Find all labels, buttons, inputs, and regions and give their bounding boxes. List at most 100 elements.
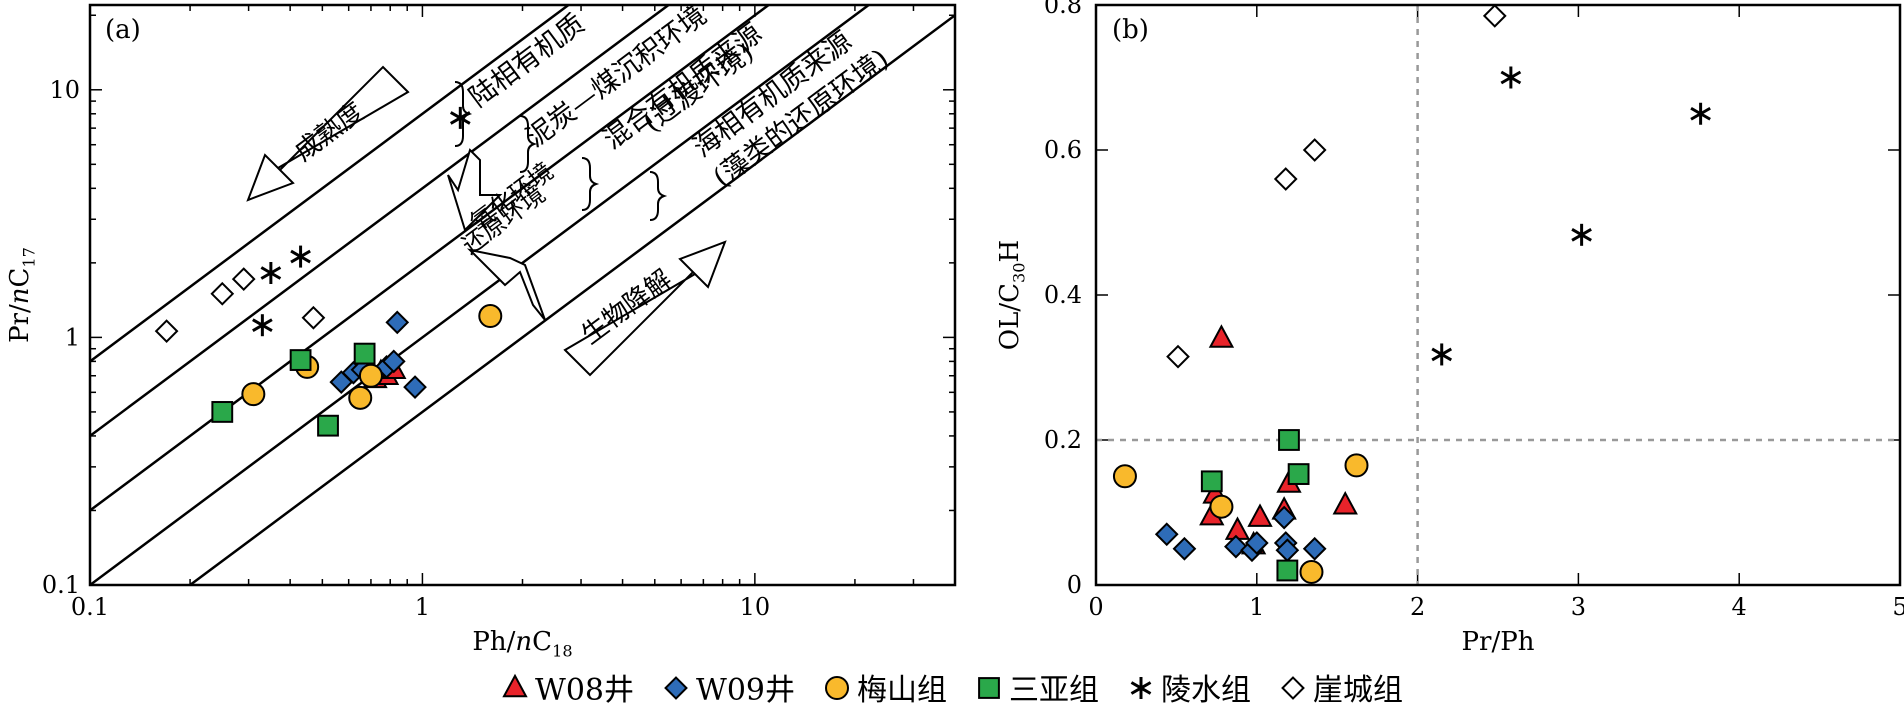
boundary-line <box>90 5 771 513</box>
x-tick-label: 3 <box>1571 593 1586 621</box>
data-point <box>290 245 311 268</box>
plot-frame <box>88 3 957 587</box>
arrow-oxidation <box>447 148 503 232</box>
legend-marker <box>825 676 850 700</box>
legend-marker <box>978 677 1000 699</box>
plot-frame <box>1094 3 1902 587</box>
data-point <box>348 385 373 410</box>
y-tick-label: 0.1 <box>42 571 80 599</box>
series-diamond-open <box>1166 4 1507 369</box>
y-tick-label: 0.4 <box>1044 281 1082 309</box>
data-point <box>1224 534 1248 559</box>
data-point <box>252 314 273 337</box>
data-point <box>1200 470 1223 493</box>
data-point <box>1224 516 1251 540</box>
reference-lines <box>1096 5 1900 585</box>
y-tick-label: 1 <box>65 323 80 351</box>
data-point <box>231 267 256 291</box>
legend-item: W08井 <box>501 665 634 709</box>
legend-label: W08井 <box>534 673 634 708</box>
legend-marker <box>664 676 688 700</box>
x-tick-label: 4 <box>1732 593 1747 621</box>
data-point <box>385 310 410 335</box>
data-point <box>1500 66 1522 89</box>
series-asterisk <box>252 106 471 337</box>
x-tick-label: 1 <box>1249 593 1264 621</box>
data-point <box>1482 4 1507 28</box>
data-point <box>1431 343 1453 366</box>
series-asterisk <box>1431 66 1711 366</box>
data-point <box>1302 536 1327 561</box>
legend-marker <box>1130 677 1152 699</box>
arrows <box>246 65 727 377</box>
data-point <box>1244 531 1269 555</box>
series-diamond <box>329 310 427 399</box>
legend-item: W09井 <box>662 665 795 709</box>
brace-marine <box>649 171 668 221</box>
data-point <box>1154 522 1179 547</box>
legend-item: 梅山组 <box>823 665 947 709</box>
panel-label: (b) <box>1112 15 1149 45</box>
legend: W08井 W09井 梅山组 三亚组 陵水组 崖城组 <box>0 665 1904 709</box>
legend-marker <box>502 673 528 698</box>
legend-label: 崖城组 <box>1313 673 1404 708</box>
x-tick-label: 0 <box>1088 593 1103 621</box>
arrow-reduction <box>466 248 546 321</box>
series-circle <box>1112 453 1369 584</box>
y-tick-label: 0.2 <box>1044 426 1082 454</box>
y-tick-label: 0 <box>1067 571 1082 599</box>
legend-item: 三亚组 <box>975 665 1099 709</box>
series-square <box>1200 429 1310 582</box>
series-square <box>211 342 376 437</box>
data-point <box>1209 494 1234 519</box>
x-tick-label: 10 <box>740 593 771 621</box>
data-point <box>403 375 427 399</box>
boundary-lines <box>90 5 955 585</box>
x-tick-label: 2 <box>1410 593 1425 621</box>
data-point <box>1273 167 1298 191</box>
legend-marker-icon <box>1281 676 1305 700</box>
boundary-line <box>90 5 671 438</box>
legend-marker-icon <box>978 677 1000 699</box>
panel-b: 0 1 2 3 4 5 0 0.2 0.4 0.6 0.8 (b) Pr/Ph OL/C30H <box>995 0 1904 657</box>
y-axis-label: OL/C30H <box>995 240 1029 350</box>
legend-label: 陵水组 <box>1161 673 1252 708</box>
data-point <box>381 349 406 374</box>
y-axis-label: Pr/nC17 <box>5 247 39 343</box>
y-tick-label: 0.6 <box>1044 136 1082 164</box>
data-point <box>358 363 383 388</box>
series-diamond <box>1154 505 1327 563</box>
legend-marker-icon <box>1130 677 1152 699</box>
data-point <box>1172 536 1197 561</box>
boundary-line <box>90 5 571 363</box>
data-point <box>478 304 503 329</box>
brace-peat <box>519 115 538 173</box>
data-point <box>1287 463 1310 485</box>
data-point <box>1302 138 1327 162</box>
x-axis-label: Pr/Ph <box>1462 627 1535 657</box>
series-diamond-open <box>154 267 326 343</box>
legend-item: 陵水组 <box>1127 665 1251 709</box>
legend-marker-icon <box>664 676 688 700</box>
legend-marker <box>1281 676 1305 700</box>
data-point <box>241 382 266 407</box>
x-tick-label: 0.1 <box>71 593 109 621</box>
data-point <box>353 342 376 365</box>
series-circle <box>241 304 503 410</box>
legend-marker-icon <box>502 673 528 698</box>
boundary-line <box>187 13 955 585</box>
data-point <box>211 401 234 423</box>
data-point <box>1571 223 1592 246</box>
data-point <box>1112 464 1137 489</box>
legend-item: 崖城组 <box>1279 665 1403 709</box>
x-tick-label: 5 <box>1892 593 1904 621</box>
data-point <box>1299 559 1324 584</box>
data-point <box>1208 324 1235 348</box>
data-point <box>1344 453 1369 478</box>
x-tick-label: 1 <box>415 593 430 621</box>
data-point <box>1166 344 1190 369</box>
data-point <box>449 106 471 129</box>
data-point <box>317 414 339 437</box>
brace-mixed <box>581 157 600 211</box>
